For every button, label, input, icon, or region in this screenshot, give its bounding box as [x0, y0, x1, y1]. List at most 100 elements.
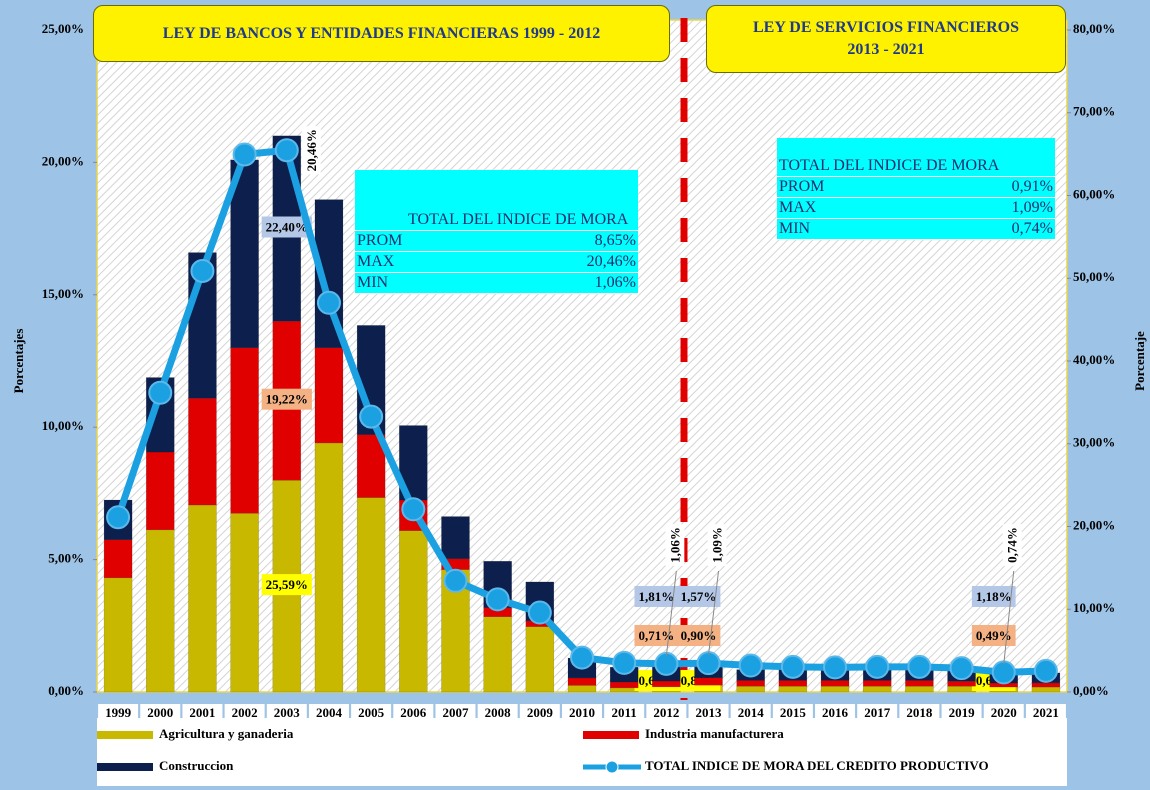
- legend-area: [97, 718, 1067, 786]
- x-label-bg: [772, 704, 813, 722]
- bar-segment: [1031, 686, 1061, 693]
- y2-tick-label: 50,00%: [1073, 269, 1115, 284]
- value-label-group: 0,74%: [1002, 524, 1022, 566]
- line-marker: [443, 568, 468, 593]
- x-label-bg: [140, 704, 181, 722]
- x-label-bg: [983, 704, 1024, 722]
- value-label: 1,18%: [976, 589, 1012, 604]
- line-marker: [696, 651, 721, 676]
- legend-label: TOTAL INDICE DE MORA DEL CREDITO PRODUCT…: [645, 758, 989, 773]
- value-label-group: 1,18%: [971, 585, 1016, 607]
- bar-segment: [736, 680, 765, 687]
- table-cell: 1,06%: [406, 272, 638, 294]
- line-marker: [612, 650, 637, 675]
- legend-swatch: [605, 760, 619, 774]
- value-label-bg: [665, 524, 685, 566]
- line-marker: [991, 660, 1016, 685]
- bar-segment: [862, 680, 892, 687]
- x-tick-label: 2000: [147, 705, 173, 720]
- line-marker: [823, 655, 848, 680]
- bar-segment: [820, 685, 850, 693]
- legend-label: Agricultura y ganaderia: [159, 726, 294, 741]
- x-tick-label: 2021: [1033, 705, 1059, 720]
- x-label-bg: [182, 704, 223, 722]
- y2-tick-label: 70,00%: [1073, 104, 1115, 119]
- value-label-group: 1,81%: [634, 585, 679, 607]
- value-label: 1,81%: [638, 589, 674, 604]
- x-tick-label: 2003: [274, 705, 301, 720]
- x-tick-label: 2001: [189, 705, 215, 720]
- line-marker: [274, 138, 299, 163]
- x-label-bg: [519, 704, 560, 722]
- legend-label: Industria manufacturera: [645, 726, 784, 741]
- table-cell: 0,91%: [921, 176, 1055, 198]
- line-marker: [654, 651, 679, 676]
- y-tick-label: 25,00%: [42, 21, 84, 36]
- x-tick-label: 2013: [696, 705, 723, 720]
- y-tick-label: 20,00%: [42, 153, 84, 168]
- table-title: TOTAL DEL INDICE DE MORA: [777, 138, 1055, 177]
- x-label-bg: [351, 704, 392, 722]
- value-label-group: 0,71%: [634, 624, 679, 646]
- x-label-bg: [308, 704, 349, 722]
- x-label-bg: [266, 704, 307, 722]
- line-marker: [738, 653, 763, 678]
- line-marker: [106, 505, 131, 530]
- legend-swatch: [583, 731, 639, 739]
- table-cell: MAX: [777, 197, 922, 219]
- table-cell: MIN: [355, 272, 407, 294]
- y-tick-label: 0,00%: [48, 683, 84, 698]
- table-cell: MIN: [777, 218, 922, 240]
- x-label-bg: [899, 704, 940, 722]
- line-marker: [148, 380, 173, 405]
- bar-segment: [230, 159, 259, 349]
- bar-segment: [778, 685, 808, 693]
- bar-segment: [778, 680, 808, 687]
- value-label: 0,49%: [976, 628, 1012, 643]
- table-cell: 20,46%: [406, 251, 638, 273]
- bar-segment: [567, 677, 597, 686]
- x-label-bg: [1025, 704, 1066, 722]
- table-cell: PROM: [777, 176, 922, 198]
- value-label-bg: [261, 388, 312, 410]
- x-label-bg: [857, 704, 898, 722]
- x-tick-label: 2015: [780, 705, 807, 720]
- bar-segment: [609, 687, 639, 693]
- line-marker: [359, 404, 384, 429]
- value-label-bg: [261, 216, 312, 238]
- x-tick-label: 2006: [400, 705, 427, 720]
- value-label: 22,40%: [266, 220, 308, 235]
- bar-segment: [188, 397, 217, 506]
- bar-segment: [1031, 682, 1061, 688]
- value-label-bg: [634, 624, 679, 646]
- x-tick-label: 2009: [527, 705, 554, 720]
- y2-tick-label: 60,00%: [1073, 186, 1115, 201]
- x-tick-label: 2004: [316, 705, 343, 720]
- x-tick-label: 2019: [949, 705, 976, 720]
- line-marker: [527, 600, 552, 625]
- bar-segment: [525, 626, 555, 693]
- bar-segment: [356, 497, 386, 693]
- y-tick-label: 5,00%: [48, 551, 84, 566]
- bar-segment: [399, 530, 428, 693]
- x-label-bg: [562, 704, 602, 722]
- y2-tick-label: 30,00%: [1073, 435, 1115, 450]
- y2-tick-label: 40,00%: [1073, 352, 1115, 367]
- y2-tick-label: 0,00%: [1073, 683, 1109, 698]
- x-tick-label: 2018: [906, 705, 933, 720]
- x-label-bg: [477, 704, 518, 722]
- bar-segment: [103, 539, 133, 579]
- x-tick-label: 2008: [485, 705, 512, 720]
- value-label-group: 25,59%: [261, 574, 312, 596]
- line-marker: [401, 497, 426, 522]
- x-tick-label: 2017: [864, 705, 891, 720]
- bar-segment: [905, 680, 934, 687]
- value-label-group: 19,22%: [261, 388, 312, 410]
- legend-label: Construccion: [159, 758, 234, 773]
- banner: LEY DE BANCOS Y ENTIDADES FINANCIERAS 19…: [93, 5, 670, 62]
- x-tick-label: 2002: [232, 705, 258, 720]
- value-label-bg: [634, 585, 679, 607]
- value-label: 1,57%: [681, 589, 717, 604]
- value-label-group: 20,46%: [301, 126, 321, 175]
